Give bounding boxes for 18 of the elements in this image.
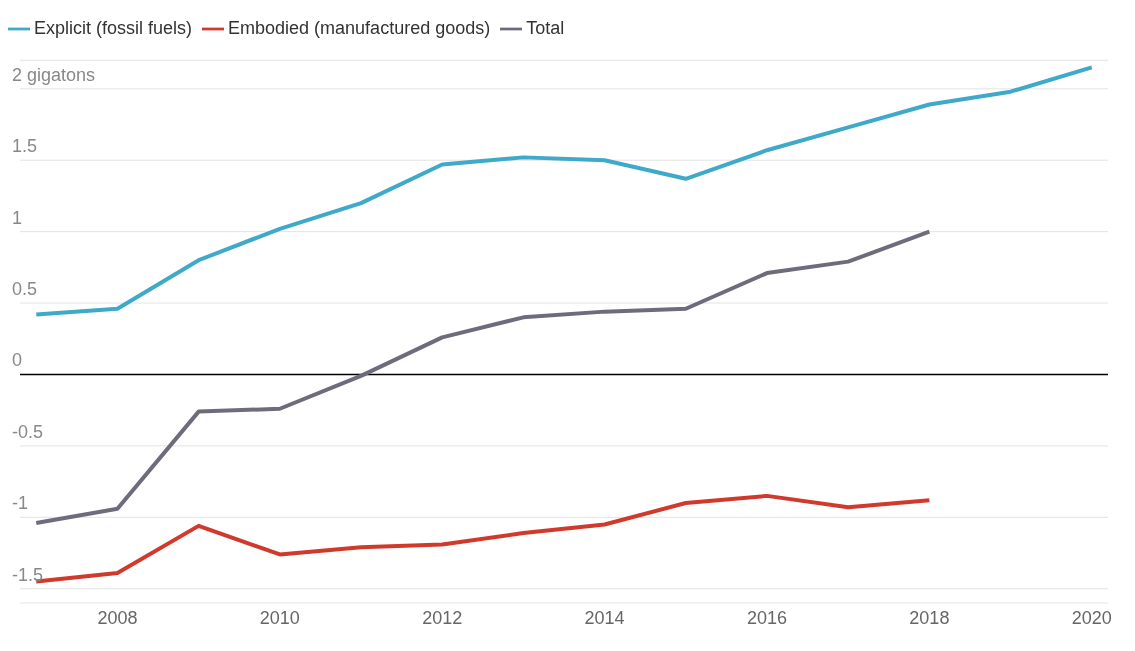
x-tick-label: 2020 xyxy=(1071,607,1112,628)
x-tick-label: 2016 xyxy=(746,607,788,628)
y-tick-label: 2 gigatons xyxy=(12,64,96,85)
legend-label: Embodied (manufactured goods) xyxy=(228,18,491,38)
legend-label: Total xyxy=(526,18,565,38)
x-tick-label: 2008 xyxy=(97,607,138,628)
y-tick-label: 0 xyxy=(12,350,23,371)
y-tick-label: 1 xyxy=(12,207,23,228)
y-tick-label: 1.5 xyxy=(12,136,38,157)
x-tick-label: 2014 xyxy=(584,607,625,628)
x-tick-label: 2010 xyxy=(259,607,300,628)
x-tick-label: 2012 xyxy=(422,607,463,628)
y-tick-label: -1 xyxy=(12,493,29,514)
y-tick-label: -1.5 xyxy=(12,564,44,585)
y-tick-label: -0.5 xyxy=(12,421,44,442)
y-tick-label: 0.5 xyxy=(12,279,38,300)
legend-label: Explicit (fossil fuels) xyxy=(34,18,193,38)
x-tick-label: 2018 xyxy=(909,607,950,628)
